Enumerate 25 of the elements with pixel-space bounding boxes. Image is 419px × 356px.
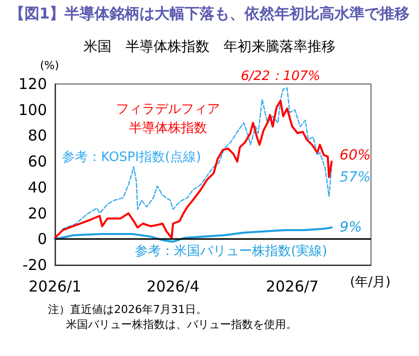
series-label: 参考：米国バリュー株指数(実線): [135, 243, 328, 259]
data-label: 60%: [340, 148, 371, 164]
annotation: 6/22：107%: [240, 68, 320, 84]
series-label: フィラデルフィア半導体株指数: [116, 102, 220, 136]
text: 注）直近値は2026年7月31日。: [48, 303, 207, 316]
y-axis-title: (%): [40, 59, 60, 72]
x-tick-label: 2026/7: [266, 278, 319, 296]
data-label: 9%: [340, 220, 362, 236]
series-label: 参考：KOSPI指数(点線): [62, 150, 202, 165]
text: 米国バリュー株指数は、バリュー指数を使用。: [66, 318, 297, 331]
y-tick-label: 80: [28, 126, 47, 145]
y-tick-label: 20: [28, 204, 47, 222]
y-tick-label: 40: [28, 178, 47, 196]
y-tick-label: 60: [28, 152, 47, 171]
chart-subtitle: 米国 半導体株指数 年初来騰落率推移: [84, 39, 336, 55]
data-label: 57%: [340, 169, 371, 186]
chart-title: 【図1】半導体銘柄は大幅下落も、依然年初比高水準で推移: [9, 4, 410, 22]
y-tick-label: 120: [18, 75, 47, 93]
x-tick-label: 2026/4: [146, 278, 200, 296]
x-axis-title: (年/月): [350, 275, 391, 290]
line-series: [54, 226, 333, 243]
x-tick-label: 2026/1: [28, 278, 82, 296]
y-tick-label: 0: [37, 230, 47, 248]
y-tick-label: -20: [22, 256, 47, 274]
y-tick-label: 100: [18, 100, 47, 119]
